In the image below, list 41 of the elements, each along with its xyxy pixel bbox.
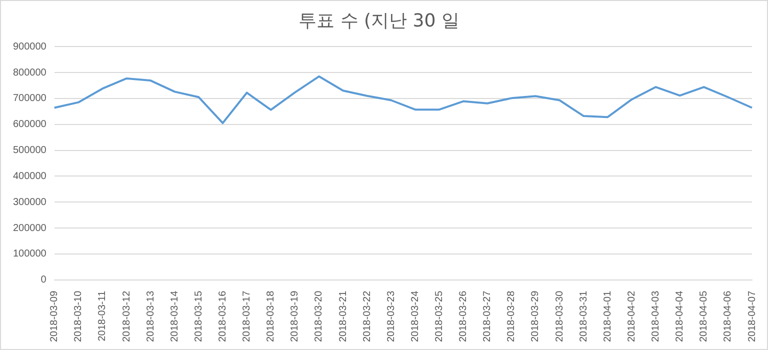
x-tick-label: 2018-04-06 — [722, 290, 734, 342]
x-tick-label: 2018-03-19 — [290, 290, 301, 342]
y-tick-label: 500000 — [12, 145, 47, 156]
x-tick-label: 2018-04-05 — [698, 290, 710, 342]
x-tick-label: 2018-03-14 — [169, 290, 180, 342]
x-tick-label: 2018-03-20 — [314, 290, 325, 342]
y-tick-label: 100000 — [12, 248, 47, 260]
x-tick-label: 2018-04-03 — [650, 290, 662, 342]
x-tick-label: 2018-03-11 — [97, 290, 108, 342]
x-tick-label: 2018-03-28 — [506, 290, 518, 342]
x-tick-label: 2018-03-17 — [242, 290, 253, 342]
x-tick-label: 2018-03-13 — [145, 290, 156, 342]
x-tick-label: 2018-03-29 — [530, 290, 542, 342]
x-tick-label: 2018-03-26 — [458, 290, 470, 342]
x-tick-label: 2018-03-21 — [338, 290, 349, 342]
y-tick-label: 700000 — [12, 93, 47, 104]
x-tick-label: 2018-04-07 — [746, 290, 758, 342]
x-tick-label: 2018-03-09 — [49, 290, 60, 342]
chart-title: 투표 수 (지난 30 일 — [298, 10, 460, 32]
x-tick-label: 2018-03-25 — [434, 290, 446, 342]
x-tick-label: 2018-04-01 — [602, 290, 614, 342]
x-tick-label: 2018-03-30 — [554, 290, 566, 342]
x-tick-label: 2018-03-23 — [386, 290, 397, 342]
x-tick-label: 2018-03-18 — [266, 290, 277, 342]
y-tick-label: 600000 — [12, 119, 47, 130]
x-tick-label: 2018-03-22 — [362, 290, 373, 342]
x-tick-label: 2018-03-16 — [218, 290, 229, 342]
x-tick-label: 2018-04-02 — [626, 290, 638, 342]
y-tick-label: 200000 — [12, 222, 47, 234]
y-tick-label: 400000 — [12, 170, 47, 182]
y-tick-label: 300000 — [12, 196, 47, 208]
x-tick-label: 2018-03-27 — [482, 290, 494, 342]
x-tick-label: 2018-03-12 — [121, 290, 132, 342]
y-tick-label: 800000 — [12, 67, 47, 78]
y-tick-label: 0 — [40, 274, 47, 286]
x-tick-label: 2018-03-10 — [73, 290, 84, 342]
x-tick-label: 2018-03-31 — [578, 290, 590, 342]
y-tick-label: 900000 — [12, 41, 47, 52]
x-tick-label: 2018-03-15 — [193, 290, 204, 342]
x-tick-label: 2018-04-04 — [674, 290, 686, 342]
x-tick-label: 2018-03-24 — [410, 290, 421, 342]
